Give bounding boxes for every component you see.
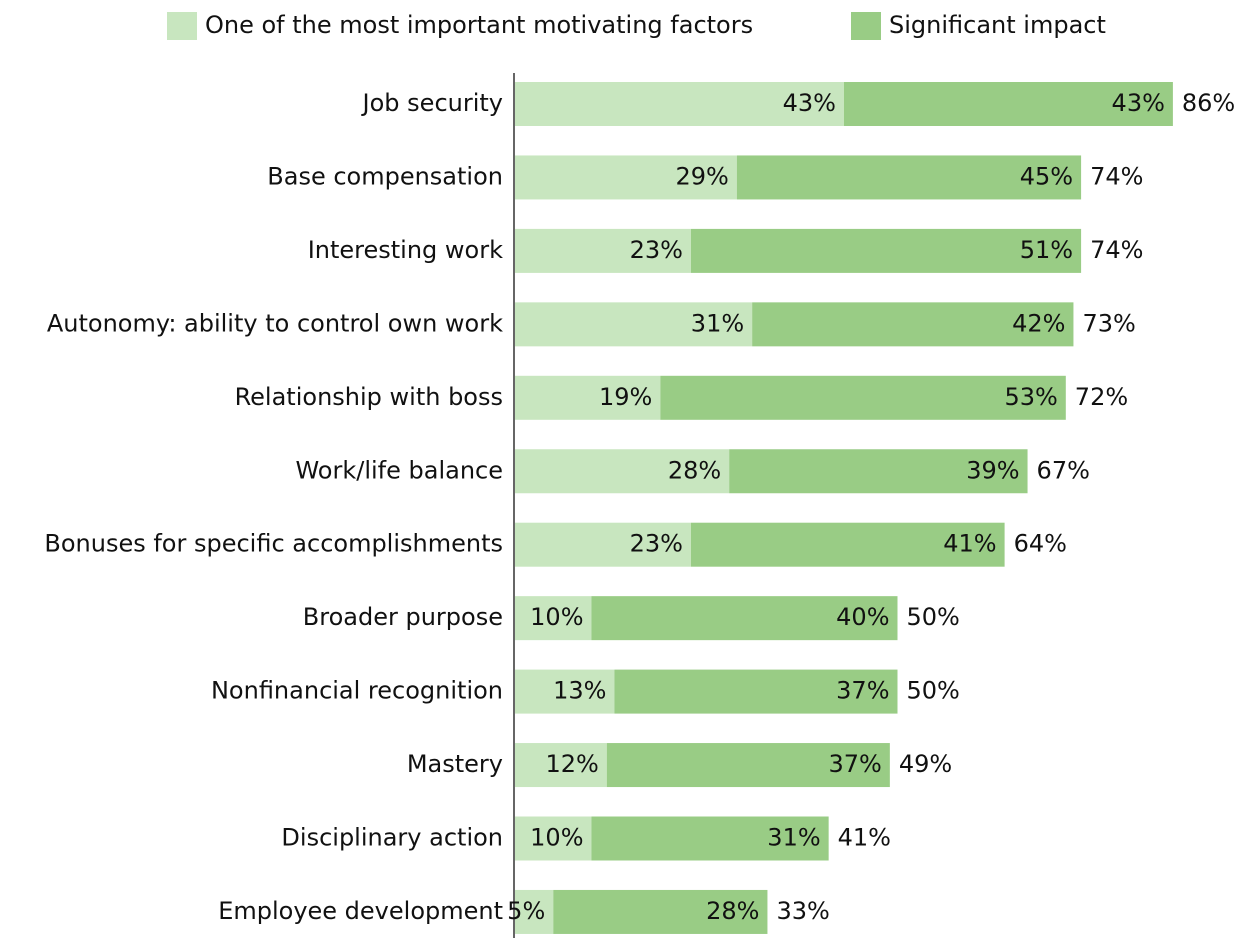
bar-segment [660,375,1066,420]
value-label: 31% [767,824,820,852]
value-label: 10% [530,824,583,852]
bar-segment [690,522,1005,567]
total-label: 74% [1090,162,1143,190]
category-label: Employee development [218,897,503,925]
total-label: 72% [1075,383,1128,411]
legend-swatch [851,12,881,40]
total-label: 67% [1037,456,1090,484]
value-label: 37% [836,677,889,705]
bar-segment [614,669,898,714]
bar-segment [843,82,1173,126]
bar-segment [515,449,730,494]
bar-segment [591,596,898,641]
category-label: Base compensation [267,162,503,190]
bar-segment [515,155,737,200]
value-label: 40% [836,603,889,631]
bar-segment [515,669,615,714]
bar-segment [736,155,1082,200]
category-label: Work/life balance [295,456,503,484]
value-label: 45% [1020,162,1073,190]
value-label: 23% [630,236,683,264]
total-label: 74% [1090,236,1143,264]
total-label: 64% [1014,530,1067,558]
legend-label: Significant impact [889,11,1106,39]
total-label: 50% [907,603,960,631]
category-label: Job security [361,89,503,117]
category-label: Nonfinancial recognition [211,677,503,705]
category-label: Disciplinary action [281,824,503,852]
bar-segment [515,816,592,861]
category-label: Broader purpose [303,603,503,631]
category-label: Autonomy: ability to control own work [47,309,503,337]
bar-segment [515,596,592,641]
value-label: 31% [691,309,744,337]
value-label: 51% [1020,236,1073,264]
bar-segment [515,743,607,788]
bar-segment [515,522,691,567]
bar-segment [729,449,1028,494]
value-label: 29% [676,162,729,190]
value-label: 10% [530,603,583,631]
value-label: 19% [599,383,652,411]
legend-swatch [167,12,197,40]
bar-segment [515,228,691,273]
value-label: 53% [1004,383,1057,411]
value-label: 13% [553,677,606,705]
value-label: 42% [1012,309,1065,337]
bar-segment [591,816,829,861]
value-label: 41% [943,530,996,558]
value-label: 43% [1112,89,1165,117]
bar-segment [515,375,661,420]
total-label: 49% [899,750,952,778]
value-label: 12% [545,750,598,778]
bar-segment [690,228,1082,273]
value-label: 28% [706,897,759,925]
total-label: 33% [776,897,829,925]
bar-segment [553,889,768,934]
bar-segment [606,743,890,788]
bar-segment [752,302,1074,347]
bar-segment [515,82,844,126]
category-label: Relationship with boss [235,383,503,411]
legend-label: One of the most important motivating fac… [205,11,753,39]
category-label: Mastery [407,750,503,778]
bar-segment [515,889,554,934]
value-label: 28% [668,456,721,484]
total-label: 73% [1082,309,1135,337]
value-label: 39% [966,456,1019,484]
value-label: 5% [507,897,545,925]
total-label: 41% [838,824,891,852]
total-label: 50% [907,677,960,705]
bar-segment [515,302,753,347]
category-label: Interesting work [308,236,503,264]
value-label: 43% [783,89,836,117]
total-label: 86% [1182,89,1235,117]
value-label: 37% [829,750,882,778]
value-label: 23% [630,530,683,558]
category-label: Bonuses for specific accomplishments [44,530,503,558]
